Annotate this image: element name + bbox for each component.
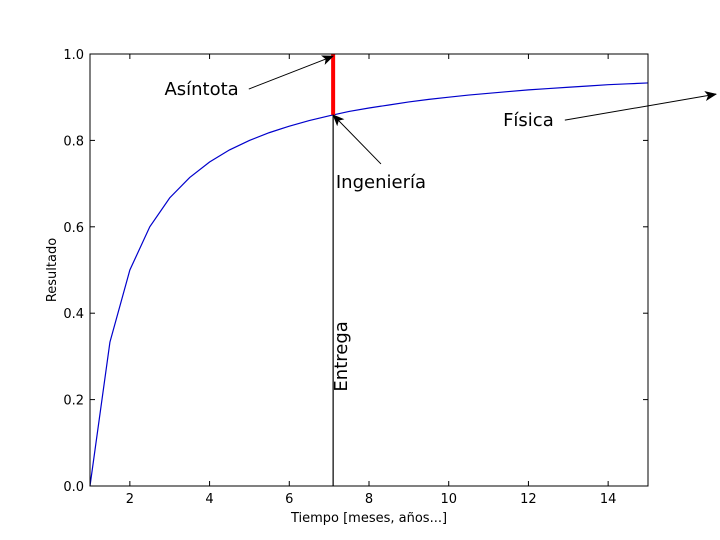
series-line-0: [89, 82, 649, 487]
x-tick-label: 4: [205, 492, 213, 507]
plot-frame: [89, 53, 649, 487]
x-tick-label: 8: [365, 492, 373, 507]
annotation-label-2: Física: [503, 110, 554, 131]
x-axis-label: Tiempo [meses, años...]: [290, 511, 447, 526]
annotation-arrow-1: [332, 114, 382, 165]
y-tick-label: 0.2: [63, 394, 84, 409]
y-tick-label: 1.0: [63, 48, 84, 63]
x-tick-label: 6: [285, 492, 293, 507]
annotations-layer: Asíntota Ingeniería Física Entrega: [164, 55, 717, 392]
annotation-arrow-2: [564, 91, 717, 121]
x-tick-label: 14: [600, 492, 617, 507]
annotation-label-1: Ingeniería: [336, 172, 426, 193]
x-tick-label: 10: [440, 492, 457, 507]
ticks-layer: 2 4 6 8 10 12 14 0.0 0.2 0.4 0.6 0.8 1.0: [63, 48, 648, 507]
y-axis-label: Resultado: [45, 238, 60, 302]
annotation-entrega: Entrega: [331, 321, 352, 391]
series-layer: [89, 82, 649, 487]
y-tick-label: 0.8: [63, 134, 84, 149]
annotation-arrow-0: [248, 55, 335, 90]
y-tick-label: 0.4: [63, 307, 84, 322]
y-tick-label: 0.0: [63, 480, 84, 495]
annotation-label-0: Asíntota: [164, 79, 238, 100]
y-tick-label: 0.6: [63, 221, 84, 236]
x-tick-label: 12: [520, 492, 537, 507]
x-tick-label: 2: [126, 492, 134, 507]
